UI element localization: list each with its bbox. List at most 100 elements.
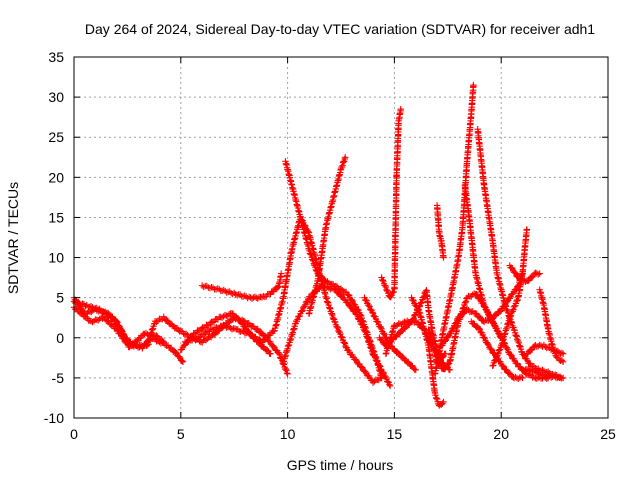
data-point: [243, 329, 250, 337]
data-point: [119, 334, 127, 342]
data-point: [374, 318, 381, 325]
series-track-2: [70, 298, 152, 350]
data-point: [358, 321, 365, 328]
data-point: [104, 317, 111, 324]
data-point: [335, 289, 343, 297]
data-point: [412, 301, 419, 309]
data-point: [511, 268, 519, 276]
data-point: [341, 340, 349, 347]
data-point: [283, 369, 291, 377]
data-point: [342, 342, 349, 350]
data-point: [397, 105, 405, 113]
data-point: [530, 368, 538, 375]
series-track-12: [378, 105, 405, 301]
data-point: [519, 374, 526, 382]
data-point: [475, 324, 482, 332]
data-point: [381, 331, 388, 338]
data-point: [559, 358, 567, 366]
data-point: [440, 398, 447, 406]
data-point: [556, 373, 564, 381]
data-point: [440, 254, 447, 261]
y-tick-label: 30: [48, 89, 64, 105]
data-point: [510, 306, 517, 313]
series-track-24: [506, 262, 543, 286]
series-track-10: [280, 281, 394, 390]
series-track-27: [519, 365, 567, 382]
data-point: [90, 317, 98, 325]
data-point: [528, 274, 536, 281]
data-point: [409, 296, 417, 304]
data-point: [275, 350, 283, 357]
data-point: [93, 316, 100, 324]
data-point: [492, 356, 499, 363]
data-point: [195, 334, 203, 341]
data-point: [379, 368, 387, 376]
data-point: [386, 382, 394, 390]
data-point: [452, 320, 459, 327]
data-point: [172, 348, 179, 356]
data-point: [267, 350, 274, 358]
data-point: [361, 368, 369, 375]
data-point: [480, 334, 488, 341]
data-point: [382, 282, 389, 289]
data-point: [496, 308, 504, 315]
data-point: [264, 347, 271, 354]
data-point: [384, 378, 391, 385]
data-point: [503, 344, 511, 352]
data-point: [412, 366, 419, 374]
data-point: [399, 353, 407, 361]
data-point: [522, 366, 529, 373]
data-point: [420, 294, 427, 301]
data-point: [153, 332, 160, 339]
data-point: [128, 342, 136, 350]
data-point: [274, 284, 282, 291]
data-point: [153, 318, 160, 326]
x-tick-label: 5: [177, 426, 185, 442]
x-tick-label: 10: [280, 426, 296, 442]
data-point: [178, 357, 186, 365]
data-point: [159, 337, 166, 344]
data-point: [416, 309, 423, 316]
data-point: [217, 313, 224, 321]
data-point: [353, 311, 360, 318]
data-point: [253, 294, 260, 302]
data-point: [347, 303, 355, 311]
series-track-11: [361, 294, 419, 374]
data-point: [519, 275, 526, 282]
data-point: [78, 309, 85, 317]
series-track-19: [431, 81, 477, 378]
data-point: [485, 311, 493, 318]
data-point: [298, 308, 306, 315]
data-point: [334, 324, 341, 332]
data-point: [270, 328, 277, 335]
data-point: [487, 345, 495, 353]
data-point: [343, 299, 351, 306]
data-point: [532, 367, 539, 375]
data-point: [517, 276, 525, 283]
data-point: [499, 362, 507, 370]
data-point: [233, 292, 241, 299]
data-point: [160, 338, 167, 345]
data-point: [221, 311, 229, 319]
data-point: [231, 325, 239, 332]
data-point: [444, 361, 452, 369]
data-point: [379, 277, 387, 284]
x-axis-label: GPS time / hours: [287, 457, 394, 473]
data-point: [507, 351, 514, 358]
data-point: [282, 365, 289, 373]
series-track-26: [523, 341, 567, 358]
data-point: [442, 350, 449, 358]
y-tick-label: -5: [52, 370, 65, 386]
data-point: [277, 270, 285, 277]
data-point: [186, 336, 193, 343]
data-point: [331, 318, 338, 325]
data-point: [390, 288, 397, 296]
data-point: [535, 271, 542, 278]
data-point: [383, 286, 390, 294]
series-track-17: [433, 202, 447, 261]
data-point: [283, 367, 290, 374]
data-point: [269, 342, 277, 349]
data-point: [506, 369, 513, 377]
y-axis-label: SDTVAR / TECUs: [5, 182, 21, 294]
y-tick-label: 5: [56, 290, 64, 306]
